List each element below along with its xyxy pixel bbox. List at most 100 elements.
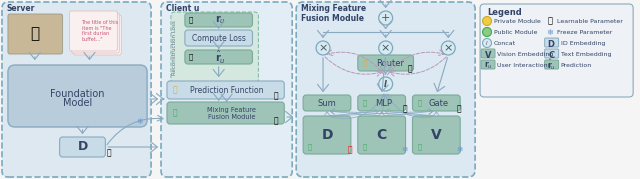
Text: Prediction Function: Prediction Function bbox=[190, 86, 264, 95]
Text: Vision Embedding: Vision Embedding bbox=[497, 52, 554, 57]
Text: Legend: Legend bbox=[487, 8, 522, 17]
Text: I: I bbox=[486, 40, 488, 45]
FancyBboxPatch shape bbox=[481, 49, 495, 58]
Circle shape bbox=[316, 41, 330, 55]
FancyBboxPatch shape bbox=[72, 13, 119, 53]
FancyBboxPatch shape bbox=[296, 2, 475, 177]
FancyBboxPatch shape bbox=[2, 2, 151, 177]
Text: $\mathbf{r}_u$: $\mathbf{r}_u$ bbox=[483, 59, 493, 71]
FancyBboxPatch shape bbox=[185, 50, 252, 64]
Circle shape bbox=[483, 28, 492, 37]
Text: Learnable Parameter: Learnable Parameter bbox=[557, 18, 623, 23]
Text: $\mathbf{V}$: $\mathbf{V}$ bbox=[430, 128, 443, 142]
Text: Public Module: Public Module bbox=[494, 30, 538, 35]
Circle shape bbox=[442, 41, 455, 55]
Text: 🔒: 🔒 bbox=[363, 100, 367, 106]
Text: $\mathbf{D}$: $\mathbf{D}$ bbox=[547, 37, 556, 49]
Text: The title of this
item is "The
first durian
buffet...": The title of this item is "The first dur… bbox=[81, 20, 118, 42]
FancyBboxPatch shape bbox=[358, 55, 413, 71]
Text: 🔥: 🔥 bbox=[348, 146, 352, 154]
Text: ×: × bbox=[444, 43, 453, 53]
FancyBboxPatch shape bbox=[545, 38, 559, 47]
FancyBboxPatch shape bbox=[413, 95, 460, 111]
Text: $\mathbf{D}$: $\mathbf{D}$ bbox=[321, 128, 333, 142]
Text: Freeze Parameter: Freeze Parameter bbox=[557, 30, 612, 35]
Text: 🔒: 🔒 bbox=[363, 144, 367, 150]
Text: Router: Router bbox=[376, 59, 404, 67]
Text: 🔥: 🔥 bbox=[274, 117, 278, 125]
FancyBboxPatch shape bbox=[303, 116, 351, 154]
Text: I: I bbox=[384, 79, 387, 88]
FancyBboxPatch shape bbox=[303, 95, 351, 111]
Text: Gate: Gate bbox=[428, 98, 449, 108]
Circle shape bbox=[483, 38, 492, 47]
FancyBboxPatch shape bbox=[185, 13, 252, 27]
Text: $\mathbf{V}$: $\mathbf{V}$ bbox=[484, 49, 492, 59]
Text: ID Embedding: ID Embedding bbox=[561, 40, 605, 45]
FancyBboxPatch shape bbox=[481, 60, 495, 69]
Text: Mixing Feature
Fusion Module: Mixing Feature Fusion Module bbox=[207, 107, 256, 120]
Text: 🔥: 🔥 bbox=[402, 105, 407, 113]
FancyBboxPatch shape bbox=[74, 15, 121, 55]
Text: $\mathbf{C}$: $\mathbf{C}$ bbox=[376, 128, 387, 142]
Text: Mixing Feature
Fusion Module: Mixing Feature Fusion Module bbox=[301, 4, 366, 23]
Text: 🏞: 🏞 bbox=[30, 26, 39, 42]
Text: Prediction: Prediction bbox=[561, 62, 592, 67]
FancyBboxPatch shape bbox=[358, 95, 406, 111]
Circle shape bbox=[379, 77, 392, 91]
FancyBboxPatch shape bbox=[185, 30, 252, 46]
Text: 🔒: 🔒 bbox=[189, 17, 193, 23]
FancyBboxPatch shape bbox=[545, 60, 559, 69]
FancyBboxPatch shape bbox=[171, 12, 259, 84]
Text: ❄: ❄ bbox=[401, 146, 408, 154]
Text: 🔥: 🔥 bbox=[107, 149, 111, 158]
FancyBboxPatch shape bbox=[167, 81, 284, 99]
Text: $\hat{\mathbf{r}}_u$: $\hat{\mathbf{r}}_u$ bbox=[215, 49, 226, 66]
Text: ×: × bbox=[318, 43, 328, 53]
FancyBboxPatch shape bbox=[8, 14, 63, 54]
Text: ×: × bbox=[381, 43, 390, 53]
Circle shape bbox=[379, 11, 392, 25]
Text: 🔥: 🔥 bbox=[457, 105, 461, 113]
Text: 🔒: 🔒 bbox=[173, 108, 177, 117]
FancyBboxPatch shape bbox=[167, 102, 284, 124]
Text: $\mathbf{C}$: $\mathbf{C}$ bbox=[548, 49, 556, 59]
Text: 🔥: 🔥 bbox=[407, 64, 412, 74]
Text: 🔥: 🔥 bbox=[547, 16, 552, 25]
Text: Text Embedding: Text Embedding bbox=[561, 52, 611, 57]
FancyBboxPatch shape bbox=[70, 11, 117, 51]
Text: Concat: Concat bbox=[494, 40, 516, 45]
Text: 🔒: 🔒 bbox=[417, 144, 422, 150]
Text: Reconstruction Loss: Reconstruction Loss bbox=[172, 21, 177, 75]
Text: 🔒: 🔒 bbox=[363, 60, 367, 66]
Text: 🔥: 🔥 bbox=[274, 91, 278, 100]
Text: 🔒: 🔒 bbox=[173, 86, 177, 95]
Text: $\mathbf{D}$: $\mathbf{D}$ bbox=[77, 141, 88, 154]
FancyBboxPatch shape bbox=[413, 116, 460, 154]
Text: $\hat{\mathbf{r}}_u$: $\hat{\mathbf{r}}_u$ bbox=[547, 57, 556, 72]
FancyBboxPatch shape bbox=[480, 4, 633, 97]
Text: Sum: Sum bbox=[317, 98, 337, 108]
FancyBboxPatch shape bbox=[358, 116, 406, 154]
Text: User Interactions: User Interactions bbox=[497, 62, 551, 67]
FancyBboxPatch shape bbox=[60, 137, 106, 157]
Text: Compute Loss: Compute Loss bbox=[192, 33, 246, 42]
Text: MLP: MLP bbox=[375, 98, 392, 108]
Text: Private Module: Private Module bbox=[494, 18, 541, 23]
Text: ❄: ❄ bbox=[136, 117, 142, 127]
FancyBboxPatch shape bbox=[545, 49, 559, 58]
Text: 🔒: 🔒 bbox=[308, 144, 312, 150]
Text: Client u: Client u bbox=[166, 4, 200, 13]
FancyBboxPatch shape bbox=[161, 2, 292, 177]
Circle shape bbox=[483, 16, 492, 25]
Text: Server: Server bbox=[7, 4, 35, 13]
Circle shape bbox=[379, 41, 392, 55]
Text: 🔒: 🔒 bbox=[417, 100, 422, 106]
Text: Model: Model bbox=[63, 98, 92, 108]
Text: 🔒: 🔒 bbox=[189, 54, 193, 60]
Text: Foundation: Foundation bbox=[51, 89, 105, 99]
FancyBboxPatch shape bbox=[8, 65, 147, 127]
Text: +: + bbox=[381, 13, 390, 23]
Text: ❄: ❄ bbox=[546, 28, 553, 37]
Text: ❄: ❄ bbox=[456, 146, 462, 154]
